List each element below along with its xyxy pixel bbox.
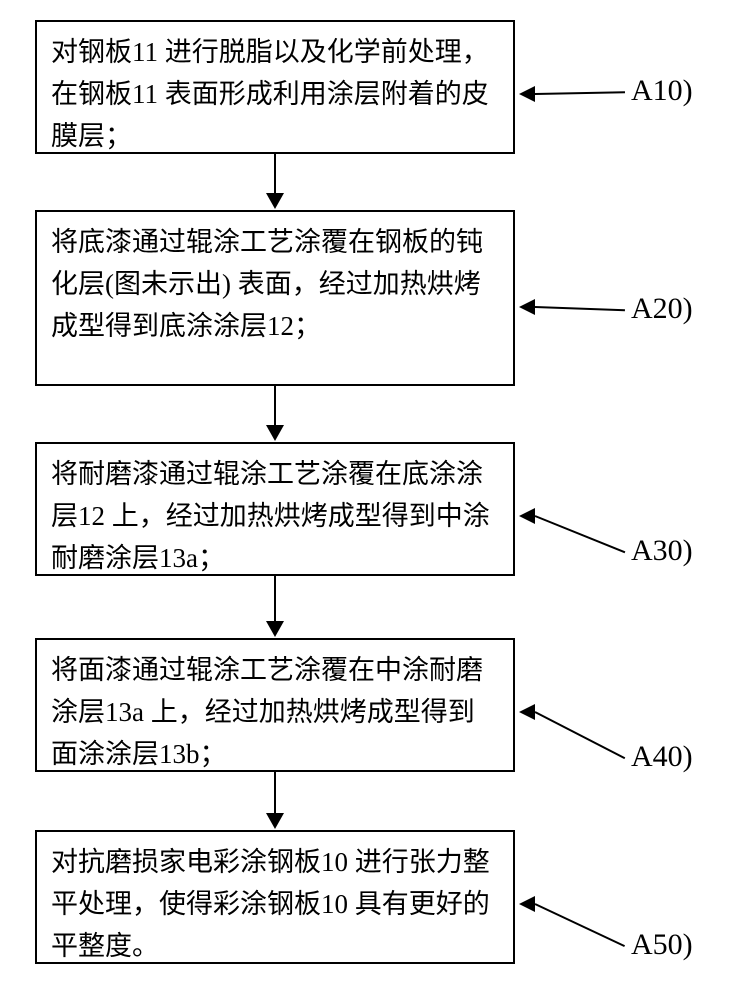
step-box-a50: 对抗磨损家电彩涂钢板10 进行张力整平处理，使得彩涂钢板10 具有更好的平整度。 — [35, 830, 515, 964]
step-label-a30: A30) — [631, 534, 693, 568]
label-arrow-head-a40 — [519, 704, 535, 720]
label-leader-a30 — [535, 515, 626, 553]
label-leader-a50 — [535, 903, 626, 947]
label-arrow-head-a50 — [519, 896, 535, 912]
label-arrow-head-a10 — [519, 86, 535, 102]
label-arrow-head-a30 — [519, 508, 535, 524]
connector-line-1 — [274, 386, 276, 426]
connector-line-2 — [274, 576, 276, 622]
label-leader-a20 — [535, 306, 625, 311]
step-box-a10: 对钢板11 进行脱脂以及化学前处理，在钢板11 表面形成利用涂层附着的皮膜层； — [35, 20, 515, 154]
label-leader-a10 — [535, 91, 625, 95]
step-label-a40: A40) — [631, 740, 693, 774]
label-leader-a40 — [535, 711, 626, 759]
step-box-a20: 将底漆通过辊涂工艺涂覆在钢板的钝化层(图未示出) 表面，经过加热烘烤成型得到底涂… — [35, 210, 515, 386]
step-box-a30: 将耐磨漆通过辊涂工艺涂覆在底涂涂层12 上，经过加热烘烤成型得到中涂耐磨涂层13… — [35, 442, 515, 576]
connector-line-3 — [274, 772, 276, 814]
label-arrow-head-a20 — [519, 299, 535, 315]
connector-line-0 — [274, 154, 276, 194]
connector-arrowhead-3 — [266, 813, 284, 829]
step-label-a20: A20) — [631, 292, 693, 326]
step-label-a50: A50) — [631, 928, 693, 962]
step-label-a10: A10) — [631, 74, 693, 108]
connector-arrowhead-1 — [266, 425, 284, 441]
step-box-a40: 将面漆通过辊涂工艺涂覆在中涂耐磨涂层13a 上，经过加热烘烤成型得到面涂涂层13… — [35, 638, 515, 772]
connector-arrowhead-2 — [266, 621, 284, 637]
connector-arrowhead-0 — [266, 193, 284, 209]
flowchart-canvas: 对钢板11 进行脱脂以及化学前处理，在钢板11 表面形成利用涂层附着的皮膜层； A… — [0, 0, 755, 1000]
